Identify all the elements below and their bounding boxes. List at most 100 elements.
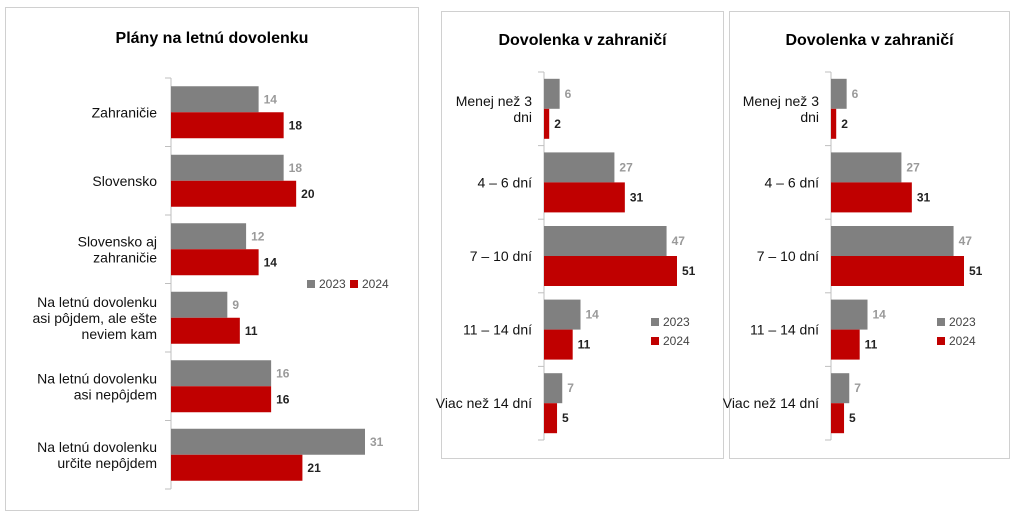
category-label: 7 – 10 dní [470,248,532,264]
category-label-line: 7 – 10 dní [470,248,532,264]
bar-2024 [831,403,845,434]
category-label: 11 – 14 dní [750,322,819,338]
data-label-2023: 14 [873,308,887,322]
bar-2024 [831,329,860,360]
chart-dovolenka-v-zahranici-1: Dovolenka v zahraničí Menej než 3 dni 6 2 4 … [436,11,724,459]
category-label: Na letnú dovolenku určite nepôjdem [37,439,157,471]
legend-label-2023: 2023 [949,315,976,329]
bar-2024 [171,317,240,344]
data-label-2024: 51 [682,264,696,278]
legend-item-2023: 2023 [307,277,346,291]
data-label-2023: 7 [567,381,574,395]
bar-2024 [171,454,303,481]
category-label: 4 – 6 dní [765,174,820,190]
data-label-2024: 16 [276,392,290,406]
data-label-2023: 6 [565,87,572,101]
legend-swatch-2024 [651,337,659,345]
category-label-line: Menej než 3 [743,93,819,109]
chart-plany-na-letnu-dovolenku: Plány na letnú dovolenku Zahraničie 14 18 S… [5,7,419,511]
data-label-2023: 16 [276,366,290,380]
category-label-line: Menej než 3 [456,93,532,109]
legend-label-2024: 2024 [949,334,976,348]
data-label-2024: 18 [289,118,303,132]
bar-2024 [171,112,284,139]
chart-plot: Menej než 3 dni 6 2 4 – 6 dní 27 31 7 – 10 dní 4… [436,71,696,441]
legend-label-2023: 2023 [663,315,690,329]
category-label: 11 – 14 dní [463,322,532,338]
legend-swatch-2023 [937,318,945,326]
bar-2024 [171,249,259,276]
category-label-line: Zahraničie [92,104,158,120]
legend-swatch-2023 [307,280,315,288]
category-label-line: 11 – 14 dní [463,322,532,338]
category-label-line: Na letnú dovolenku [37,370,157,386]
chart-title: Plány na letnú dovolenku [115,30,309,47]
category-label-line: dni [513,109,532,125]
data-label-2023: 27 [906,160,920,174]
category-label: Menej než 3 dni [743,93,819,125]
data-label-2023: 7 [854,381,861,395]
legend-item-2023: 2023 [937,315,976,329]
category-label-line: zahraničie [93,249,157,265]
category-label-line: Slovensko aj [78,233,157,249]
bar-2023 [544,152,615,183]
category-label-line: asi nepôjdem [74,386,157,402]
legend-item-2024: 2024 [350,277,389,291]
data-label-2024: 11 [245,324,258,338]
category-label: 7 – 10 dní [757,248,819,264]
data-label-2023: 18 [289,161,303,175]
category-label: Na letnú dovolenku asi nepôjdem [37,370,157,402]
category-label-line: Na letnú dovolenku [37,294,157,310]
data-label-2023: 31 [370,435,384,449]
bar-2023 [171,360,272,387]
chart-plot: Zahraničie 14 18 Slovensko 18 20 Slovensko aj z… [32,77,384,490]
data-label-2023: 27 [619,160,633,174]
legend-item-2024: 2024 [651,334,690,348]
category-label-line: určite nepôjdem [57,455,157,471]
category-label: Menej než 3 dni [456,93,532,125]
category-label: Viac než 14 dní [436,395,532,411]
category-label-line: 7 – 10 dní [757,248,819,264]
data-label-2024: 14 [264,255,278,269]
data-label-2023: 47 [672,234,686,248]
legend-label-2024: 2024 [663,334,690,348]
category-label: 4 – 6 dní [478,174,533,190]
legend-swatch-2024 [937,337,945,345]
bar-2023 [831,152,902,183]
category-label-line: Viac než 14 dní [436,395,532,411]
bar-2023 [544,226,667,256]
legend-item-2023: 2023 [651,315,690,329]
category-label: Viac než 14 dní [723,395,819,411]
legend-swatch-2024 [350,280,358,288]
bar-2023 [831,299,868,330]
data-label-2023: 14 [264,92,278,106]
bar-2023 [544,373,563,404]
bar-2024 [544,329,573,360]
bar-2023 [171,154,284,181]
bar-2023 [831,78,847,109]
category-label: Slovensko aj zahraničie [78,233,158,265]
bar-2024 [544,182,625,213]
bar-2023 [831,226,954,256]
bar-2024 [171,386,272,413]
data-label-2023: 47 [959,234,973,248]
data-label-2023: 6 [852,87,859,101]
chart-title: Dovolenka v zahraničí [498,32,667,49]
bar-2024 [831,256,964,286]
data-label-2023: 14 [586,308,600,322]
category-label: Slovensko [92,173,157,189]
data-label-2024: 11 [865,338,878,352]
bar-2023 [171,86,259,113]
data-label-2024: 2 [554,117,561,131]
bar-2023 [544,299,581,330]
bar-2024 [544,403,558,434]
category-label-line: 11 – 14 dní [750,322,819,338]
category-label-line: dni [800,109,819,125]
category-label-line: 4 – 6 dní [765,174,820,190]
data-label-2023: 12 [251,229,265,243]
data-label-2024: 51 [969,264,983,278]
chart-plot: Menej než 3 dni 6 2 4 – 6 dní 27 31 7 – 10 dní 4… [723,71,983,441]
category-label-line: neviem kam [82,326,157,342]
bar-2024 [171,180,297,207]
category-label-line: Na letnú dovolenku [37,439,157,455]
